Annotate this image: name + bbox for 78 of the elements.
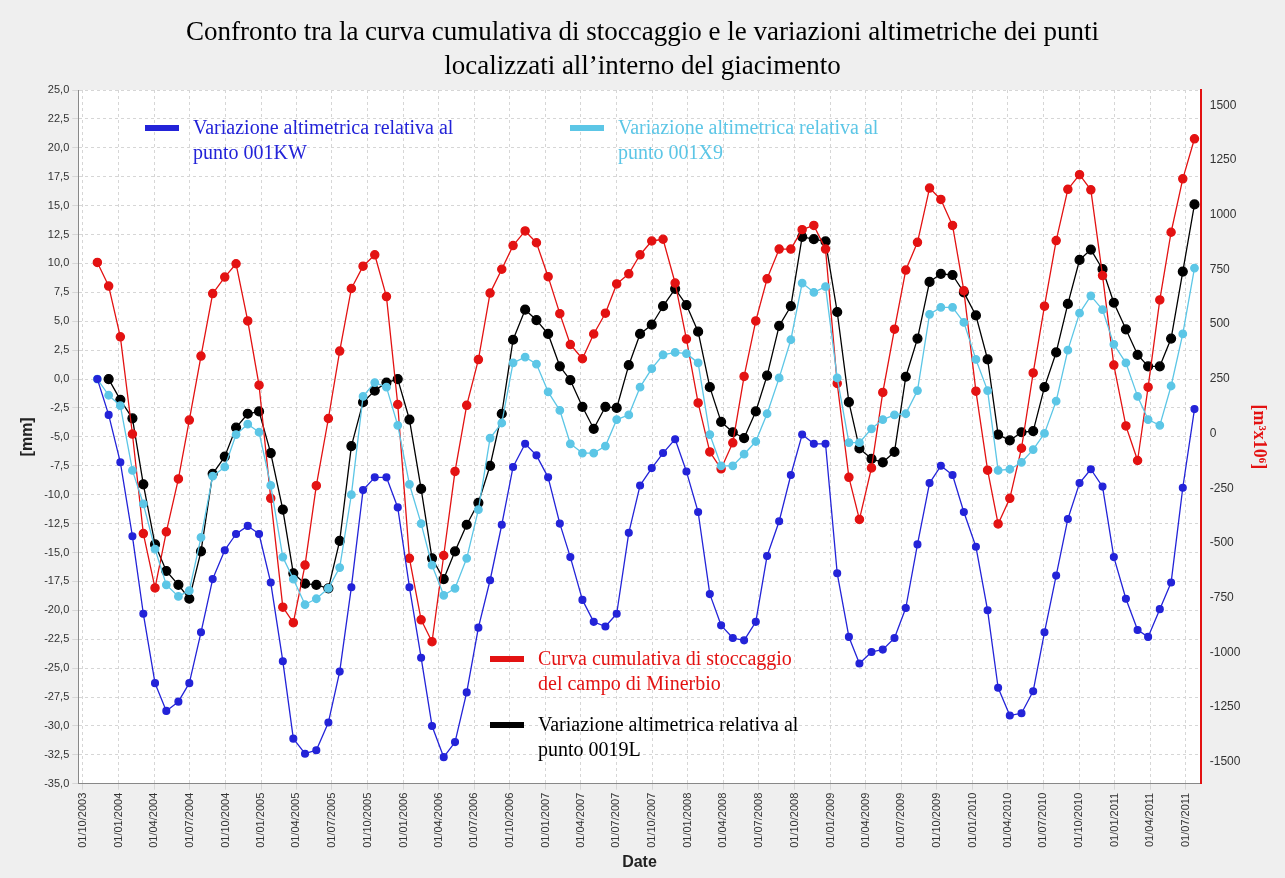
y-tick-label: -27,5 (44, 690, 70, 703)
x-tick-label: 01/07/2011 (1178, 792, 1191, 847)
y-tick-label: 15,0 (47, 198, 70, 211)
x-tick-label: 01/01/2008 (681, 792, 694, 848)
y-tick-label: 22,5 (47, 111, 70, 124)
x-tick-label: 01/10/2010 (1072, 792, 1085, 848)
x-tick-label: 01/04/2009 (858, 792, 871, 848)
legend-label: Variazione altimetrica relativa al punto 001KW (193, 115, 455, 165)
y2-tick-label: -1500 (1209, 754, 1241, 769)
y-tick-label: -17,5 (44, 574, 70, 587)
x-tick-label: 01/10/2009 (929, 792, 942, 848)
x-tick-label: 01/04/2004 (147, 792, 160, 848)
y-tick-label: -15,0 (44, 545, 70, 558)
y-axis-title: [mm] (18, 417, 36, 457)
y-tick-label: -35,0 (44, 776, 70, 789)
y-tick-label: 20,0 (47, 140, 70, 153)
y2-tick-label: 1250 (1209, 152, 1237, 167)
legend-label: Variazione altimetrica relativa al punto 0019L (538, 712, 800, 762)
y-tick-label: 5,0 (53, 314, 70, 327)
legend-label: Variazione altimetrica relativa al punto 001X9 (618, 115, 880, 165)
y2-tick-label: -750 (1209, 590, 1235, 605)
y-tick-label: 0,0 (53, 372, 70, 385)
x-tick-label: 01/01/2010 (965, 792, 978, 848)
y2-tick-label: -500 (1209, 535, 1235, 550)
x-tick-label: 01/04/2006 (431, 792, 444, 848)
x-tick-label: 01/04/2007 (573, 792, 586, 848)
y-tick-label: -10,0 (44, 487, 70, 500)
x-tick-label: 01/10/2005 (360, 792, 373, 848)
x-tick-label: 01/04/2010 (1000, 792, 1013, 848)
y-tick-label: -22,5 (44, 632, 70, 645)
x-tick-label: 01/10/2007 (645, 792, 658, 848)
y2-tick-label: 250 (1209, 371, 1231, 386)
y-tick-label: -5,0 (50, 429, 70, 442)
x-tick-label: 01/10/2006 (502, 792, 515, 848)
y-tick-label: -12,5 (44, 516, 70, 529)
y2-tick-label: -250 (1209, 480, 1235, 495)
x-tick-label: 01/10/2008 (787, 792, 800, 848)
x-tick-label: 01/10/2003 (75, 792, 88, 848)
y-tick-label: -25,0 (44, 661, 70, 674)
x-tick-label: 01/07/2005 (324, 792, 337, 848)
x-axis-title: Date (622, 852, 657, 870)
x-tick-label: 01/01/2007 (538, 792, 551, 848)
x-tick-label: 01/07/2010 (1036, 792, 1049, 848)
chart-title: Confronto tra la curva cumulativa di stoccaggio e le variazioni altimetriche dei punti localizzati all’interno del giacimento (184, 15, 1101, 82)
y2-tick-label: -1250 (1209, 699, 1241, 714)
x-tick-label: 01/01/2004 (111, 792, 124, 848)
x-tick-label: 01/01/2006 (396, 792, 409, 848)
x-tick-label: 01/10/2004 (218, 792, 231, 848)
x-tick-label: 01/07/2009 (894, 792, 907, 848)
y-tick-label: 25,0 (47, 83, 70, 96)
y2-tick-label: 1000 (1209, 207, 1237, 222)
y-tick-label: 17,5 (47, 169, 70, 182)
x-tick-label: 01/07/2006 (467, 792, 480, 848)
x-tick-label: 01/04/2005 (289, 792, 302, 848)
y2-tick-label: 0 (1209, 425, 1217, 440)
x-tick-label: 01/04/2008 (716, 792, 729, 848)
y-tick-label: -32,5 (44, 747, 70, 760)
legend-label: Curva cumulativa di stoccaggio del campo di Minerbio (538, 646, 793, 696)
y-tick-label: -7,5 (50, 458, 70, 471)
y-tick-label: 12,5 (47, 227, 70, 240)
x-tick-label: 01/07/2008 (751, 792, 764, 848)
x-tick-label: 01/01/2005 (254, 792, 267, 848)
y-tick-label: -20,0 (44, 603, 70, 616)
y-tick-label: -2,5 (50, 401, 70, 413)
y2-tick-label: 1500 (1209, 97, 1237, 112)
x-tick-label: 01/01/2011 (1108, 792, 1121, 847)
y-tick-label: -30,0 (44, 718, 70, 731)
y2-tick-label: 500 (1209, 316, 1231, 331)
x-tick-label: 01/07/2004 (182, 792, 195, 848)
x-tick-label: 01/01/2009 (823, 792, 836, 848)
y2-axis-title: [m³x10⁶] (1249, 404, 1270, 470)
y-tick-label: 2,5 (53, 343, 70, 356)
y2-tick-label: -1000 (1209, 644, 1241, 659)
x-tick-label: 01/04/2011 (1143, 792, 1156, 847)
y-tick-label: 7,5 (53, 285, 70, 298)
y2-tick-label: 750 (1209, 261, 1231, 276)
y-tick-label: 10,0 (47, 256, 70, 269)
x-tick-label: 01/07/2007 (609, 792, 622, 848)
